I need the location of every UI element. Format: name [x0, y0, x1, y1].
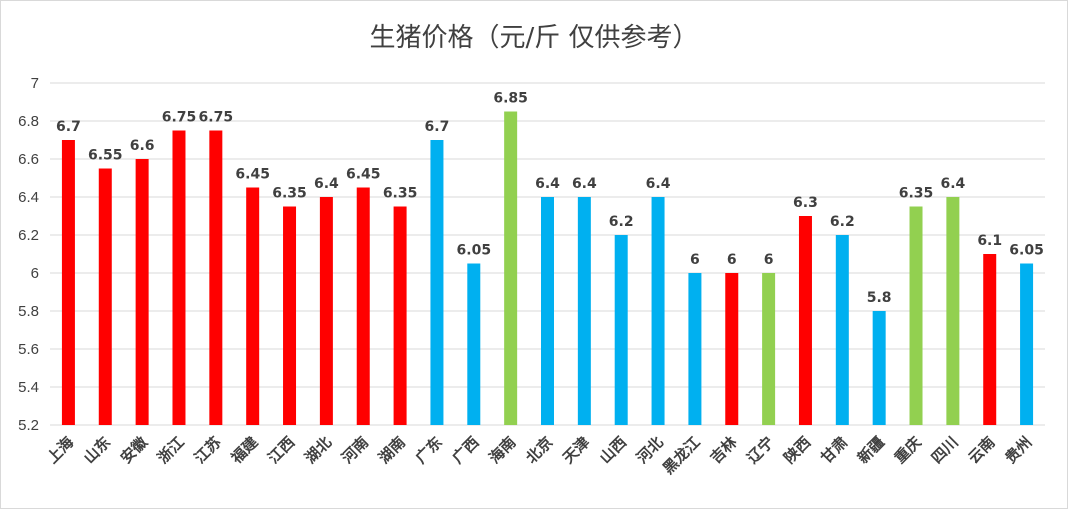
x-tick-label: 陕西 [780, 433, 814, 467]
bar-山西 [614, 235, 628, 425]
x-tick-label: 浙江 [154, 433, 188, 467]
x-tick-label: 河南 [338, 433, 372, 467]
data-label: 6.4 [535, 176, 560, 192]
bar-陕西 [798, 216, 812, 425]
data-label: 6.75 [162, 110, 197, 126]
x-tick-label: 山东 [80, 433, 114, 467]
data-label: 6.35 [272, 186, 307, 202]
data-label: 6 [727, 252, 737, 268]
data-labels: 6.76.556.66.75 6.756.456.356.46.456.356.7… [56, 91, 1044, 307]
bar-山东 [98, 168, 112, 425]
bar-湖北 [319, 197, 333, 425]
data-label: 6.3 [793, 195, 818, 211]
data-label: 6.7 [425, 119, 450, 135]
bar-江西 [283, 206, 297, 425]
chart-title: 生猪价格（元/斤 仅供参考） [369, 23, 698, 53]
data-label: 6.35 [899, 186, 934, 202]
x-tick-label: 甘肃 [817, 433, 851, 467]
bar-海南 [504, 111, 518, 425]
x-tick-label: 北京 [522, 433, 556, 467]
bar-浙江 [172, 130, 186, 425]
x-tick-label: 新疆 [854, 433, 888, 467]
bar-甘肃 [835, 235, 849, 425]
x-tick-label: 上海 [43, 433, 77, 467]
bar-天津 [577, 197, 591, 425]
x-tick-label: 黑龙江 [659, 433, 704, 478]
x-tick-label: 福建 [227, 432, 262, 467]
x-tick-label: 重庆 [891, 433, 925, 467]
data-label: 6.05 [1009, 243, 1044, 259]
data-label: 6.45 [235, 167, 270, 183]
y-tick-label: 7 [31, 75, 39, 92]
data-label: 6.4 [572, 176, 597, 192]
y-tick-label: 5.6 [18, 341, 39, 358]
y-tick-label: 6.2 [18, 227, 39, 244]
y-tick-label: 6.6 [18, 151, 39, 168]
data-label: 6.45 [346, 167, 381, 183]
data-label: 6.55 [88, 148, 123, 164]
data-label: 6.7 [56, 119, 81, 135]
x-axis-ticks: 上海 山东 安徽 浙江 江苏 福建 江西 湖北 河南 湖南 广东 广西 海南 北京 天津 山西 河北黑龙江 吉林辽… [43, 432, 1035, 477]
data-label: 6.05 [457, 243, 492, 259]
x-tick-label: 湖南 [375, 433, 409, 467]
data-label: 6.4 [314, 176, 339, 192]
data-label: 6.2 [609, 214, 634, 230]
data-label: 6.1 [977, 233, 1002, 249]
x-tick-label: 云南 [965, 433, 999, 467]
x-tick-label: 广东 [412, 433, 446, 467]
bar-四川 [946, 197, 960, 425]
bar-安徽 [135, 159, 149, 425]
x-tick-label: 辽宁 [743, 433, 777, 467]
y-tick-label: 6 [31, 265, 39, 282]
bars [61, 111, 1034, 425]
x-tick-label: 海南 [486, 433, 520, 467]
data-label: 6.4 [646, 176, 671, 192]
bar-贵州 [1020, 263, 1034, 425]
bar-新疆 [872, 311, 886, 425]
bar-江苏 [209, 130, 223, 425]
x-tick-label: 江西 [264, 433, 298, 467]
bar-北京 [541, 197, 554, 425]
bar-广西 [467, 263, 481, 425]
bar-湖南 [393, 206, 407, 425]
y-tick-label: 5.2 [18, 417, 39, 434]
bar-河北 [651, 197, 665, 425]
x-tick-label: 贵州 [1001, 433, 1035, 467]
data-label: 6 [690, 252, 700, 268]
bar-黑龙江 [688, 273, 702, 425]
x-tick-label: 江苏 [191, 433, 225, 467]
data-label: 6.85 [493, 91, 528, 107]
x-tick-label: 天津 [559, 433, 593, 467]
x-tick-label: 吉林 [707, 432, 742, 467]
bar-上海 [61, 140, 75, 425]
data-label: 6.4 [940, 176, 965, 192]
bar-广东 [430, 140, 444, 425]
y-tick-label: 6.8 [18, 113, 39, 130]
y-tick-label: 5.4 [18, 379, 39, 396]
data-label: 6.2 [830, 214, 855, 230]
x-tick-label: 湖北 [301, 433, 335, 467]
x-tick-label: 山西 [596, 433, 630, 467]
x-tick-label: 安徽 [117, 432, 152, 467]
data-label: 6.75 [199, 110, 234, 126]
y-tick-label: 6.4 [18, 189, 39, 206]
x-tick-label: 四川 [928, 433, 962, 467]
data-label: 6.35 [383, 186, 418, 202]
bar-重庆 [909, 206, 923, 425]
bar-辽宁 [762, 273, 776, 425]
data-label: 5.8 [867, 290, 892, 306]
y-tick-label: 5.8 [18, 303, 39, 320]
y-axis-ticks: 5.2 5.4 5.6 5.8 6 6.2 6.4 6.6 6.8 7 [18, 75, 39, 434]
x-tick-label: 广西 [449, 433, 483, 467]
bar-吉林 [725, 273, 739, 425]
data-label: 6.6 [130, 138, 155, 154]
bar-福建 [246, 187, 260, 425]
bar-云南 [983, 254, 997, 425]
data-label: 6 [764, 252, 774, 268]
bar-河南 [356, 187, 370, 425]
